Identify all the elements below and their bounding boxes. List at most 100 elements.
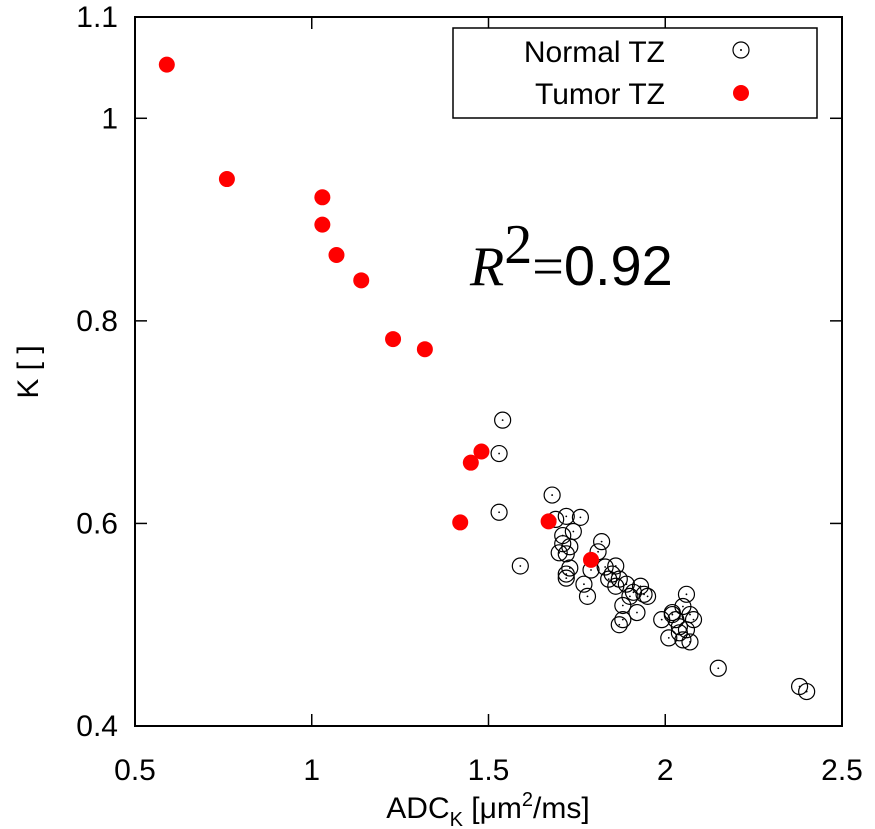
annotation-variable: R xyxy=(469,236,504,298)
normal-tz-point xyxy=(663,605,681,624)
normal-tz-point-center xyxy=(586,595,589,598)
normal-tz-point-center xyxy=(498,452,501,455)
normal-tz-point xyxy=(564,522,582,541)
normal-tz-point xyxy=(494,411,512,429)
tumor-tz-point xyxy=(218,171,235,188)
annotation-exponent: 2 xyxy=(504,214,532,276)
normal-tz-point xyxy=(593,533,611,551)
normal-tz-point-center xyxy=(685,593,688,596)
normal-tz-point xyxy=(635,585,653,603)
normal-tz-point xyxy=(490,444,508,463)
y-tick-label: 0.8 xyxy=(76,305,118,338)
normal-tz-point xyxy=(550,544,568,562)
normal-tz-point xyxy=(624,583,643,601)
tumor-tz-point xyxy=(314,216,331,233)
tumor-tz-point xyxy=(158,56,175,73)
normal-tz-point xyxy=(631,577,650,595)
tumor-tz-point xyxy=(540,513,557,530)
y-tick-label: 0.6 xyxy=(76,507,118,540)
x-axis-title-main: ADC xyxy=(386,792,449,825)
normal-tz-point-center xyxy=(561,542,564,545)
normal-tz-point xyxy=(614,611,632,629)
normal-tz-point-center xyxy=(572,530,575,533)
normal-tz-point xyxy=(554,535,572,553)
normal-tz-point-center xyxy=(621,604,624,607)
normal-tz-point-center xyxy=(636,611,638,614)
normal-tz-point-center xyxy=(692,618,695,621)
normal-tz-point xyxy=(709,659,727,677)
axis-tick-labels: 0.5 1 1.5 2 2.5 0.4 0.6 0.8 1 1.1 xyxy=(76,1,863,787)
normal-tz-point-center xyxy=(614,565,617,567)
normal-tz-point-center xyxy=(568,567,571,569)
normal-tz-point xyxy=(660,629,678,647)
tumor-tz-point xyxy=(353,272,370,289)
normal-tz-point-center xyxy=(646,595,649,598)
normal-tz-point-center xyxy=(583,583,585,586)
normal-tz-point-center xyxy=(565,515,568,518)
tumor-tz-point xyxy=(328,247,345,264)
normal-tz-point-center xyxy=(590,569,592,571)
normal-tz-point-center xyxy=(643,593,645,596)
x-tick-label: 2.5 xyxy=(821,754,863,787)
normal-tz-point-center xyxy=(565,577,568,580)
normal-tz-point xyxy=(681,633,699,651)
normal-tz-point-center xyxy=(678,625,681,628)
normal-tz-point-center xyxy=(805,690,808,693)
normal-tz-point xyxy=(674,631,692,649)
y-tick-label: 0.4 xyxy=(76,710,118,743)
normal-tz-point-center xyxy=(689,613,691,616)
normal-tz-point xyxy=(571,508,590,526)
tumor-tz-point xyxy=(452,514,469,531)
x-axis-title-mu: μ xyxy=(480,792,497,825)
normal-tz-point-center xyxy=(600,540,603,543)
axis-ticks xyxy=(134,16,843,727)
normal-tz-point-center xyxy=(618,623,621,626)
normal-tz-point xyxy=(557,545,575,563)
legend-marker-normal-tz xyxy=(732,41,750,59)
normal-tz-point xyxy=(607,557,625,575)
y-tick-label: 1 xyxy=(101,102,118,135)
legend-box xyxy=(452,27,818,119)
normal-tz-point xyxy=(557,569,575,587)
normal-tz-point xyxy=(561,559,579,577)
x-tick-label: 1 xyxy=(303,754,320,787)
normal-tz-point xyxy=(557,507,575,525)
normal-tz-point-center xyxy=(621,618,624,621)
normal-tz-point-center xyxy=(604,566,607,568)
normal-tz-point-center xyxy=(565,552,568,555)
normal-tz-point-center xyxy=(667,636,670,639)
tumor-tz-point xyxy=(462,454,479,471)
normal-tz-point xyxy=(543,486,561,504)
series-tumor-tz xyxy=(158,56,600,568)
legend-label-normal-tz: Normal TZ xyxy=(524,36,665,69)
x-tick-label: 2 xyxy=(657,754,674,787)
x-axis-title-bracket: [ xyxy=(463,792,480,825)
annotation-value: 0.92 xyxy=(564,234,673,297)
normal-tz-point-center xyxy=(625,583,628,586)
plot-area-frame xyxy=(134,16,843,727)
x-tick-label: 1.5 xyxy=(468,754,510,787)
legend-marker-tumor-tz xyxy=(733,85,749,101)
normal-tz-point xyxy=(610,616,628,634)
normal-tz-point-center xyxy=(501,419,504,422)
normal-tz-point xyxy=(638,587,657,605)
tumor-tz-point xyxy=(385,331,402,348)
tumor-tz-point xyxy=(416,341,433,358)
annotation-equals: = xyxy=(532,236,564,298)
normal-tz-point xyxy=(621,587,639,605)
x-axis-title: ADCK [μm2/ms] xyxy=(386,789,589,829)
normal-tz-point-center xyxy=(498,511,501,514)
normal-tz-point-center xyxy=(607,578,610,581)
legend-label-tumor-tz: Tumor TZ xyxy=(535,78,665,111)
tumor-tz-point xyxy=(583,551,600,568)
y-tick-label: 1.1 xyxy=(76,1,118,34)
normal-tz-point-center xyxy=(717,667,720,670)
svg-text:R2=0.92: R2=0.92 xyxy=(469,214,673,298)
tumor-tz-point xyxy=(473,443,490,460)
normal-tz-point xyxy=(677,621,696,639)
normal-tz-point xyxy=(490,503,508,521)
normal-tz-point xyxy=(798,682,816,701)
normal-tz-point xyxy=(511,557,529,575)
legend-marker-normal-tz-dot xyxy=(740,49,742,51)
normal-tz-point xyxy=(684,611,703,629)
